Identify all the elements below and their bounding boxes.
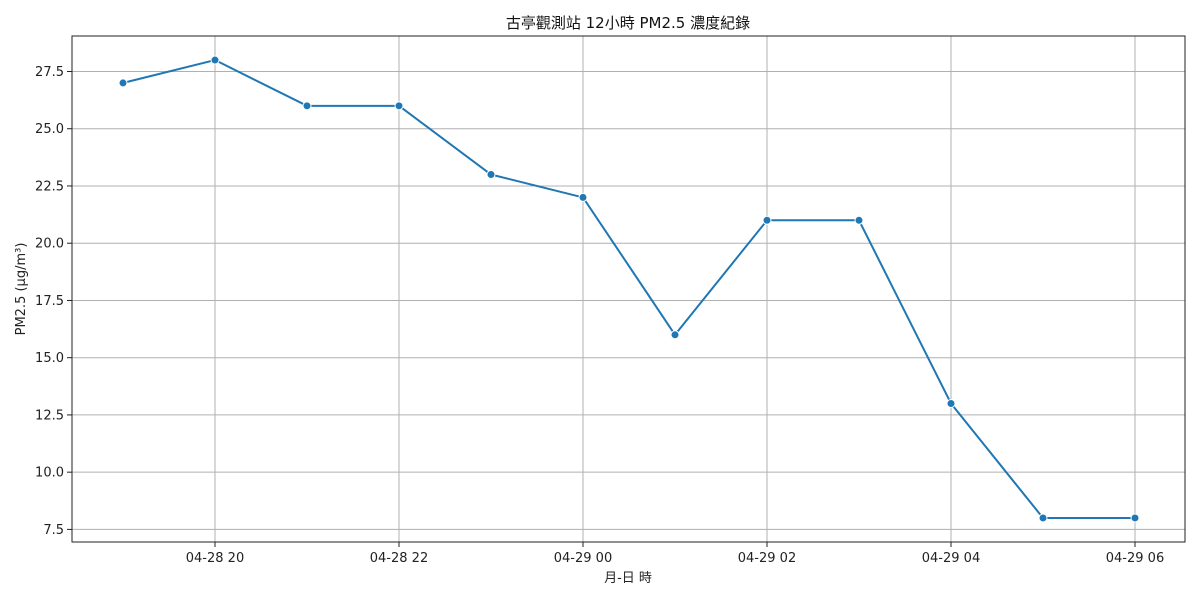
data-point (302, 101, 312, 111)
y-tick-label: 27.5 (35, 65, 64, 80)
data-point (1130, 513, 1140, 523)
y-tick-label: 10.0 (35, 466, 64, 481)
y-tick-label: 15.0 (35, 351, 64, 366)
x-tick-label: 04-29 02 (738, 551, 796, 566)
data-point (946, 398, 956, 408)
y-axis: 7.5 10.0 12.5 15.0 17.5 20.0 22.5 25.0 27.5 (35, 65, 72, 538)
x-axis: 04-28 20 04-28 22 04-29 00 04-29 02 04-29 04… (186, 542, 1164, 566)
data-point (762, 215, 772, 225)
data-point (394, 101, 404, 111)
y-axis-title: PM2.5 (μg/m³) (14, 243, 29, 336)
data-point (670, 330, 680, 340)
plot-frame (71, 35, 1186, 543)
grid (72, 36, 1185, 542)
y-tick-label: 20.0 (35, 237, 64, 252)
data-point (118, 78, 128, 88)
series-line-group (118, 55, 1140, 523)
data-point (578, 192, 588, 202)
y-tick-label: 25.0 (35, 122, 64, 137)
y-tick-label: 7.5 (43, 523, 64, 538)
data-point (854, 215, 864, 225)
x-tick-label: 04-28 22 (370, 551, 428, 566)
y-tick-label: 12.5 (35, 408, 64, 423)
x-tick-label: 04-29 04 (922, 551, 980, 566)
chart-title: 古亭觀測站 12小時 PM2.5 濃度紀錄 (506, 14, 750, 32)
x-tick-label: 04-29 00 (554, 551, 612, 566)
x-tick-label: 04-29 06 (1106, 551, 1164, 566)
data-point (210, 55, 220, 65)
y-tick-label: 22.5 (35, 179, 64, 194)
series-line (122, 59, 1135, 519)
data-point (1038, 513, 1048, 523)
y-tick-label: 17.5 (35, 294, 64, 309)
x-tick-label: 04-28 20 (186, 551, 244, 566)
x-axis-title: 月-日 時 (604, 571, 652, 586)
data-point (486, 170, 496, 180)
